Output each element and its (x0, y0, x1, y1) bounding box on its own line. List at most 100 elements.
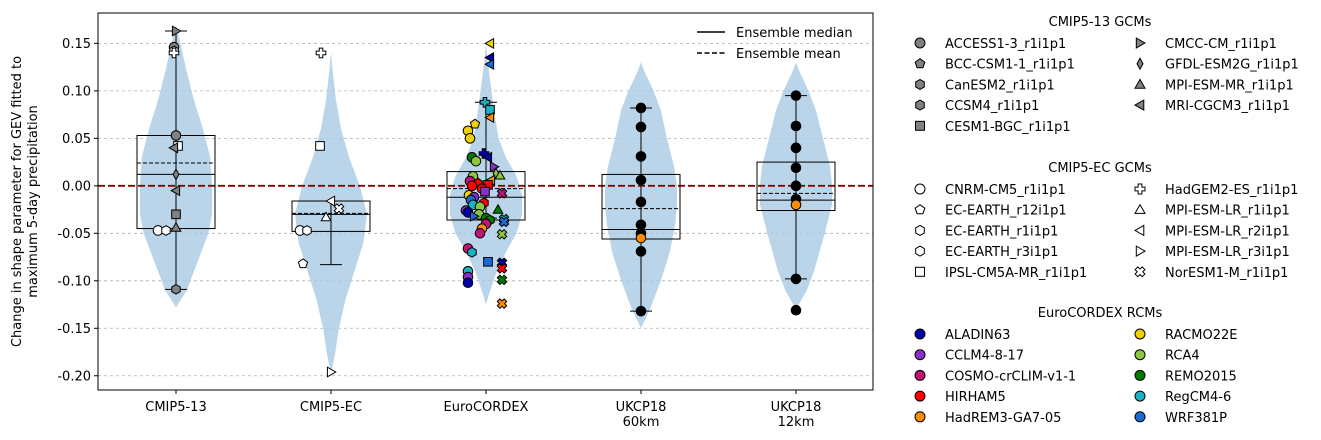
legend-label: NorESM1-M_r1i1p1 (1165, 266, 1288, 281)
iqr-box (756, 161, 836, 212)
data-point (171, 283, 181, 295)
data-point (470, 155, 482, 167)
legend-marker (915, 99, 925, 111)
x-tick-label: CMIP5-EC (300, 400, 362, 415)
legend-marker (1134, 369, 1146, 381)
data-point (496, 228, 508, 240)
legend-label: REMO2015 (1165, 369, 1237, 384)
x-tick-label: EuroCORDEX (444, 400, 529, 415)
data-point (168, 142, 179, 154)
legend-label: CNRM-CM5_r1i1p1 (945, 183, 1066, 198)
data-point (161, 225, 171, 236)
data-point (635, 305, 647, 317)
model-legend: CMIP5-13 GCMs ACCESS1-3_r1i1p1 BCC-CSM1-1_… (914, 15, 1299, 426)
legend-marker (914, 411, 926, 423)
data-point (466, 180, 478, 192)
data-point (496, 187, 508, 199)
legend-label: ALADIN63 (945, 328, 1010, 343)
legend-label: ACCESS1-3_r1i1p1 (945, 37, 1066, 52)
y-tick-label: -0.15 (57, 322, 91, 337)
legend-marker (915, 224, 925, 236)
x-tick-label: UKCP18 (616, 400, 667, 415)
data-point (790, 273, 802, 285)
data-point (320, 211, 332, 222)
data-point (492, 203, 504, 214)
data-point (171, 209, 181, 220)
legend-marker (1134, 78, 1146, 89)
legend-group-title: CMIP5-13 GCMs (1049, 15, 1152, 30)
legend-marker (914, 328, 926, 340)
legend-label: COSMO-crCLIM-v1-1 (945, 369, 1076, 384)
y-tick-label: 0.10 (62, 84, 91, 99)
data-point (790, 199, 802, 211)
data-point (315, 47, 327, 59)
y-tick-label: 0.15 (62, 37, 91, 52)
legend-label: MPI-ESM-LR_r2i1p1 (1165, 224, 1290, 239)
data-point (170, 184, 181, 197)
legend-marker (1134, 203, 1146, 214)
legend-marker (1133, 224, 1145, 237)
legend-marker (1134, 390, 1146, 402)
data-point (484, 58, 495, 70)
legend-label: RCA4 (1165, 349, 1200, 364)
legend-label: EC-EARTH_r1i1p1 (945, 224, 1058, 239)
data-point (635, 102, 647, 114)
y-axis-label-line2: maximum 5-day precipitation (26, 105, 41, 298)
line-legend-label: Ensemble mean (736, 47, 841, 62)
legend-marker (1134, 328, 1146, 340)
legend-marker (914, 390, 926, 402)
data-point (494, 169, 506, 180)
legend-group-title: CMIP5-EC GCMs (1048, 161, 1152, 176)
y-tick-label: -0.10 (57, 274, 91, 289)
data-point (496, 263, 508, 274)
legend-marker (914, 349, 926, 361)
data-point (484, 111, 495, 124)
legend-label: EC-EARTH_r3i1p1 (945, 245, 1058, 260)
data-point (484, 37, 495, 50)
legend-marker (1136, 57, 1144, 71)
data-point (302, 225, 312, 236)
legend-marker (915, 78, 925, 90)
legend-label: MPI-ESM-MR_r1i1p1 (1165, 78, 1294, 93)
data-point (171, 25, 182, 37)
x-tick-label-line2: 60km (623, 415, 660, 430)
legend-marker (915, 120, 925, 131)
legend-label: IPSL-CM5A-MR_r1i1p1 (945, 266, 1087, 281)
legend-label: MRI-CGCM3_r1i1p1 (1165, 99, 1290, 114)
data-point (469, 118, 481, 129)
legend-label: RegCM4-6 (1165, 390, 1231, 405)
legend-marker (914, 204, 926, 215)
legend-label: WRF381P (1165, 411, 1227, 426)
data-point (790, 180, 802, 192)
data-point (469, 210, 480, 222)
legend-label: MPI-ESM-LR_r1i1p1 (1165, 204, 1290, 219)
legend-marker (915, 245, 925, 257)
legend-label: RACMO22E (1165, 328, 1237, 343)
legend-marker (914, 58, 926, 69)
y-tick-label: -0.20 (57, 369, 91, 384)
data-point (297, 258, 309, 269)
x-tick-label-line2: 12km (778, 415, 815, 430)
y-tick-label: 0.05 (62, 132, 91, 147)
legend-label: CESM1-BGC_r1i1p1 (945, 120, 1071, 135)
legend-marker (914, 369, 926, 381)
data-point (172, 168, 180, 181)
data-point (790, 304, 802, 316)
data-point (498, 216, 510, 228)
data-point (635, 246, 647, 257)
legend-label: CMCC-CM_r1i1p1 (1165, 37, 1277, 52)
data-point (496, 298, 508, 310)
data-point (635, 232, 647, 244)
y-axis-label: Change in shape parameter for GEV fitted… (10, 56, 25, 347)
data-point (326, 366, 337, 378)
legend-label: MPI-ESM-LR_r3i1p1 (1165, 245, 1290, 260)
data-point (790, 120, 802, 132)
line-legend-label: Ensemble median (736, 26, 853, 41)
x-tick-label: CMIP5-13 (145, 400, 206, 415)
y-tick-label: -0.05 (57, 227, 91, 242)
data-point (464, 133, 476, 144)
legend-marker (915, 266, 925, 277)
data-point (462, 277, 474, 288)
y-axis: -0.20 -0.15 -0.10 -0.05 0.00 0.05 0.10 0.15 (57, 37, 98, 384)
y-tick-label: 0.00 (62, 179, 91, 194)
